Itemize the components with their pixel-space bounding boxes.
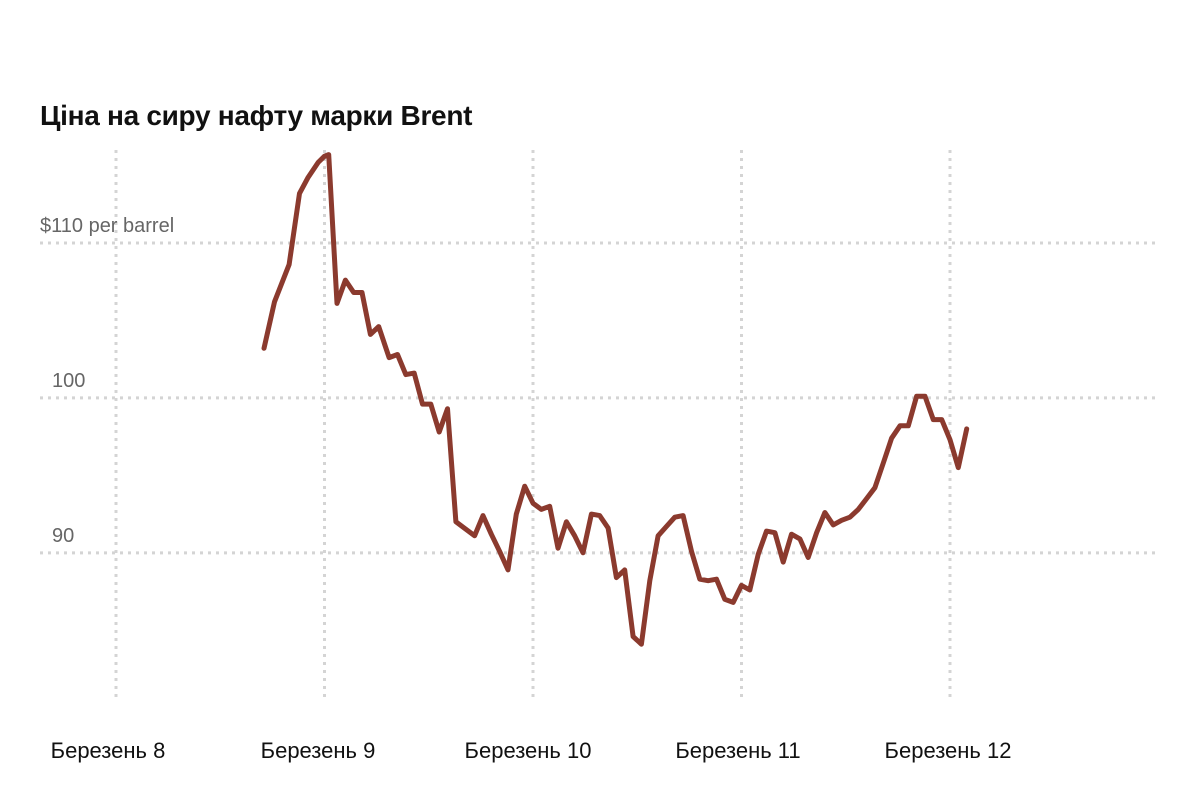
data-point-20 xyxy=(428,402,433,407)
vertical-gridlines xyxy=(114,150,952,700)
data-point-52 xyxy=(697,577,702,582)
data-point-41 xyxy=(606,526,611,531)
data-point-18 xyxy=(412,371,417,376)
data-point-35 xyxy=(556,546,561,551)
data-point-66 xyxy=(814,530,819,535)
x-tick-label-3: Березень 10 xyxy=(465,738,592,763)
data-point-10 xyxy=(343,278,348,283)
data-point-64 xyxy=(797,536,802,541)
data-point-61 xyxy=(772,530,777,535)
data-point-17 xyxy=(403,372,408,377)
data-point-54 xyxy=(714,577,719,582)
data-point-79 xyxy=(923,394,928,399)
data-point-74 xyxy=(881,461,886,466)
data-point-76 xyxy=(898,423,903,428)
data-point-53 xyxy=(706,578,711,583)
data-point-36 xyxy=(564,519,569,524)
data-point-68 xyxy=(831,522,836,527)
data-point-42 xyxy=(614,575,619,580)
data-point-73 xyxy=(872,485,877,490)
data-point-34 xyxy=(547,504,552,509)
data-point-50 xyxy=(681,513,686,518)
data-point-70 xyxy=(847,515,852,520)
data-point-60 xyxy=(764,529,769,534)
data-point-57 xyxy=(739,583,744,588)
data-point-59 xyxy=(756,552,761,557)
data-point-56 xyxy=(731,600,736,605)
data-point-78 xyxy=(914,394,919,399)
data-point-83 xyxy=(956,465,961,470)
data-point-33 xyxy=(539,507,544,512)
data-point-37 xyxy=(572,533,577,538)
data-point-16 xyxy=(395,352,400,357)
y-tick-label-110: $110 per barrel xyxy=(40,215,174,237)
data-point-46 xyxy=(647,578,652,583)
series-group xyxy=(261,152,970,647)
data-point-43 xyxy=(622,567,627,572)
horizontal-gridlines xyxy=(40,241,1160,555)
data-point-29 xyxy=(506,567,511,572)
data-point-1 xyxy=(262,346,267,351)
y-tick-label-100: 100 xyxy=(52,370,85,392)
x-tick-label-4: Березень 11 xyxy=(675,738,800,763)
x-tick-label-1: Березень 8 xyxy=(51,738,166,763)
data-point-26 xyxy=(481,513,486,518)
data-point-8 xyxy=(326,152,331,157)
data-point-67 xyxy=(822,510,827,515)
data-point-62 xyxy=(781,560,786,565)
data-point-77 xyxy=(906,423,911,428)
data-point-81 xyxy=(939,417,944,422)
data-point-84 xyxy=(964,426,969,431)
data-point-27 xyxy=(489,532,494,537)
chart-title: Ціна на сиру нафту марки Brent xyxy=(40,100,473,131)
data-point-40 xyxy=(597,513,602,518)
data-point-2 xyxy=(272,299,277,304)
data-point-71 xyxy=(856,507,861,512)
data-point-4 xyxy=(297,191,302,196)
price-line-series xyxy=(261,152,970,647)
data-point-47 xyxy=(656,533,661,538)
data-point-72 xyxy=(864,496,869,501)
data-point-30 xyxy=(514,512,519,517)
data-point-75 xyxy=(889,436,894,441)
data-point-9 xyxy=(335,301,340,306)
x-axis-labels: Березень 8 Березень 9 Березень 10 Березень … xyxy=(51,738,1012,763)
data-point-44 xyxy=(631,634,636,639)
data-point-21 xyxy=(437,430,442,435)
data-point-32 xyxy=(531,501,536,506)
data-point-38 xyxy=(581,550,586,555)
data-point-24 xyxy=(462,526,467,531)
data-point-63 xyxy=(789,532,794,537)
y-tick-label-90: 90 xyxy=(52,525,74,547)
data-point-31 xyxy=(522,484,527,489)
y-axis-labels: $110 per barrel 100 90 xyxy=(40,215,174,547)
data-point-25 xyxy=(472,533,477,538)
data-point-39 xyxy=(589,512,594,517)
data-point-69 xyxy=(839,518,844,523)
data-point-19 xyxy=(420,402,425,407)
data-point-58 xyxy=(747,588,752,593)
data-point-45 xyxy=(639,642,644,647)
data-point-51 xyxy=(689,549,694,554)
data-point-28 xyxy=(497,549,502,554)
x-tick-label-2: Березень 9 xyxy=(261,738,376,763)
data-point-3 xyxy=(287,262,292,267)
data-point-13 xyxy=(368,332,373,337)
data-point-55 xyxy=(722,597,727,602)
data-point-15 xyxy=(387,355,392,360)
data-point-6 xyxy=(316,160,321,165)
data-point-48 xyxy=(664,524,669,529)
data-point-65 xyxy=(806,555,811,560)
data-point-82 xyxy=(948,437,953,442)
data-point-5 xyxy=(305,175,310,180)
data-point-49 xyxy=(672,515,677,520)
x-tick-label-5: Березень 12 xyxy=(885,738,1012,763)
data-point-80 xyxy=(931,417,936,422)
data-point-12 xyxy=(360,290,365,295)
data-point-22 xyxy=(445,406,450,411)
data-point-23 xyxy=(453,519,458,524)
data-point-14 xyxy=(376,324,381,329)
data-point-11 xyxy=(351,290,356,295)
